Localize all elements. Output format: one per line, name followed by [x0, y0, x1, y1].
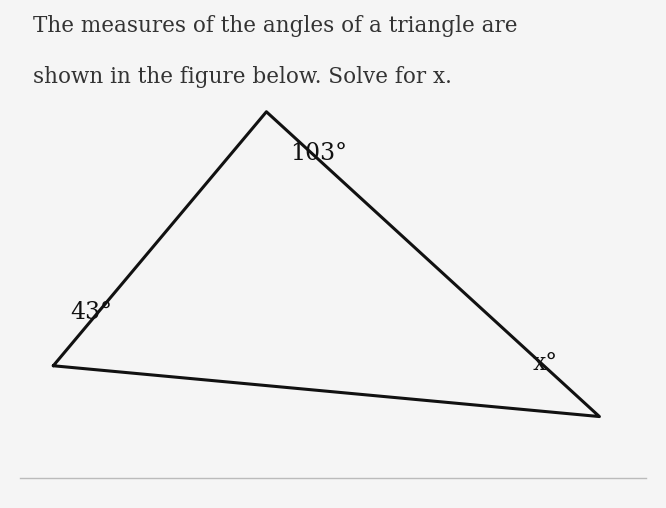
Text: The measures of the angles of a triangle are: The measures of the angles of a triangle…: [33, 15, 517, 37]
Text: shown in the figure below. Solve for x.: shown in the figure below. Solve for x.: [33, 66, 452, 88]
Text: 103°: 103°: [290, 142, 347, 165]
Text: x°: x°: [533, 352, 558, 375]
Text: 43°: 43°: [70, 301, 112, 324]
